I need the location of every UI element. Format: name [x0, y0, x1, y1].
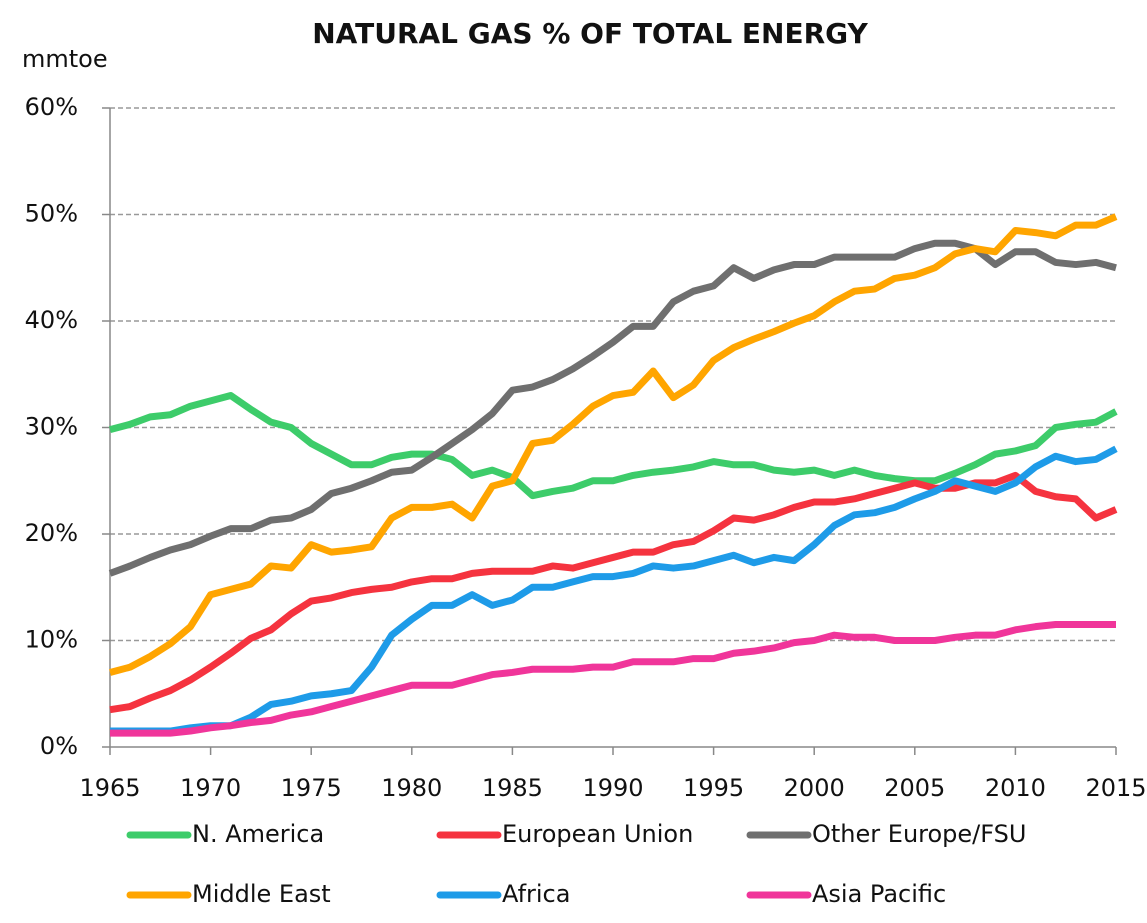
- series-line: [109, 471, 1118, 714]
- series-line: [109, 392, 1118, 500]
- x-tick-label: 2005: [884, 774, 945, 802]
- legend-label: Africa: [502, 880, 570, 908]
- x-tick-label: 1985: [482, 774, 543, 802]
- y-tick-label: 40%: [25, 306, 78, 334]
- x-tick-label: 1980: [381, 774, 442, 802]
- legend-label: Asia Pacific: [812, 880, 946, 908]
- y-tick-label: 30%: [25, 413, 78, 441]
- y-axis-label: mmtoe: [22, 45, 108, 73]
- legend-label: European Union: [502, 820, 693, 848]
- x-tick-label: 1975: [281, 774, 342, 802]
- y-tick-label: 10%: [25, 626, 78, 654]
- x-tick-label: 1970: [180, 774, 241, 802]
- y-tick-label: 0%: [40, 732, 78, 760]
- y-tick-label: 50%: [25, 200, 78, 228]
- x-tick-label: 1990: [582, 774, 643, 802]
- chart-title: NATURAL GAS % OF TOTAL ENERGY: [312, 17, 868, 50]
- x-tick-label: 1965: [79, 774, 140, 802]
- series-line: [108, 239, 1117, 577]
- series-line: [110, 621, 1116, 737]
- legend-label: N. America: [192, 820, 324, 848]
- x-tick-label: 1995: [683, 774, 744, 802]
- legend-label: Other Europe/FSU: [812, 820, 1026, 848]
- series-line: [110, 445, 1118, 735]
- y-tick-label: 60%: [25, 93, 78, 121]
- x-tick-label: 2000: [784, 774, 845, 802]
- legend-label: Middle East: [192, 880, 331, 908]
- x-tick-label: 2015: [1085, 774, 1146, 802]
- x-tick-label: 2010: [985, 774, 1046, 802]
- series-line: [109, 213, 1118, 676]
- y-tick-label: 20%: [25, 519, 78, 547]
